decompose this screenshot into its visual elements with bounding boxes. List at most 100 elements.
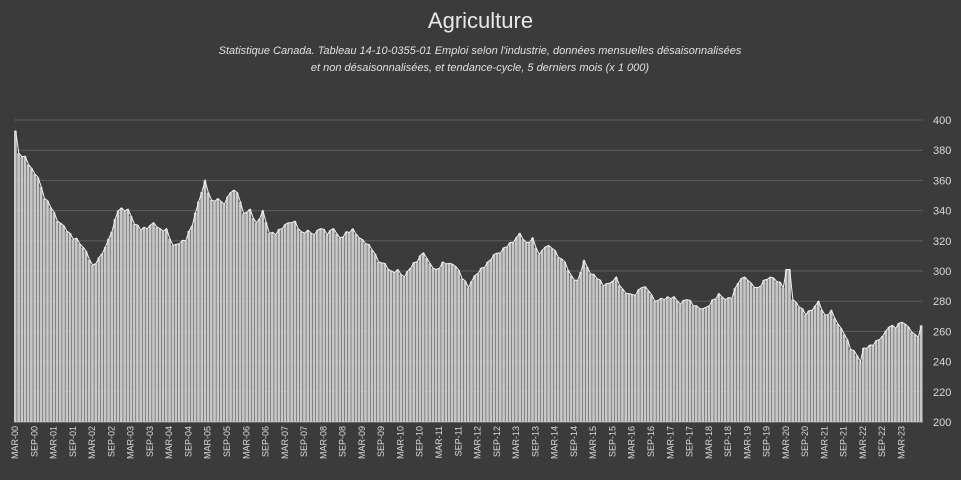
bar <box>563 261 566 422</box>
bar <box>878 339 881 422</box>
bar <box>100 253 104 422</box>
bar <box>617 285 621 422</box>
bar <box>762 280 766 422</box>
series-outline <box>15 130 922 364</box>
bar <box>245 212 248 422</box>
x-tick-label: SEP-17 <box>685 426 695 457</box>
y-tick-label: 400 <box>933 115 951 127</box>
bar <box>364 243 367 422</box>
bar <box>887 326 891 422</box>
bar <box>550 248 554 422</box>
bar <box>267 233 271 422</box>
bar <box>84 251 88 422</box>
y-tick-label: 200 <box>933 417 951 429</box>
bar <box>852 350 856 422</box>
bar <box>341 236 345 422</box>
bar <box>791 299 795 422</box>
x-tick-label: MAR-17 <box>665 426 675 459</box>
bar <box>277 229 281 422</box>
bar <box>534 247 538 422</box>
bar <box>437 268 441 422</box>
bar <box>466 287 470 422</box>
bar <box>669 298 672 422</box>
bar <box>68 233 72 422</box>
bar <box>499 252 502 422</box>
x-tick-label: MAR-21 <box>819 426 829 459</box>
x-tick-label: SEP-02 <box>106 426 116 457</box>
bar <box>225 196 229 422</box>
y-tick-label: 280 <box>933 296 951 308</box>
x-tick-label: MAR-19 <box>742 426 752 459</box>
bar <box>309 233 313 422</box>
bar <box>913 334 917 422</box>
y-tick-label: 360 <box>933 175 951 187</box>
bar <box>579 272 583 422</box>
bar <box>515 237 518 422</box>
bar <box>572 280 576 422</box>
y-tick-label: 320 <box>933 236 951 248</box>
x-tick-label: MAR-23 <box>897 426 907 459</box>
bar <box>476 273 480 422</box>
x-tick-label: SEP-03 <box>145 426 155 457</box>
bar <box>264 222 268 422</box>
bar <box>187 230 191 422</box>
bar <box>380 262 383 422</box>
bar <box>393 272 396 422</box>
bar <box>621 289 624 422</box>
bar <box>396 269 399 422</box>
bar <box>209 200 213 422</box>
bar <box>197 201 200 422</box>
bar <box>418 255 422 422</box>
bar <box>42 198 46 422</box>
x-tick-label: MAR-16 <box>627 426 637 459</box>
bar <box>711 299 714 422</box>
bar <box>328 230 332 422</box>
y-tick-label: 240 <box>933 357 951 369</box>
bar <box>482 267 486 422</box>
bar <box>33 173 36 422</box>
bar <box>810 310 814 422</box>
bar <box>434 269 438 422</box>
bar <box>781 287 785 422</box>
bar <box>26 164 30 422</box>
bar <box>81 247 85 422</box>
bar <box>200 192 204 422</box>
x-tick-label: SEP-10 <box>415 426 425 457</box>
bar <box>842 334 846 422</box>
bar <box>36 177 40 422</box>
bar <box>585 267 589 422</box>
bar <box>556 257 560 422</box>
bar <box>829 310 833 422</box>
bar <box>906 326 910 422</box>
bar <box>193 212 197 422</box>
x-tick-label: MAR-04 <box>164 426 174 459</box>
bar <box>283 224 287 422</box>
bar <box>691 305 695 422</box>
bar <box>765 279 769 422</box>
bar <box>161 231 165 422</box>
bar <box>136 225 139 422</box>
bar <box>360 239 364 422</box>
bar <box>386 269 390 422</box>
bar <box>688 300 692 422</box>
x-tick-label: MAR-11 <box>434 426 444 458</box>
x-tick-label: SEP-06 <box>261 426 271 457</box>
bar <box>405 271 409 422</box>
bar <box>540 250 544 422</box>
bar <box>103 246 107 422</box>
x-tick-label: SEP-12 <box>492 426 502 457</box>
bar <box>344 231 348 422</box>
bar <box>910 332 913 422</box>
bar <box>511 242 515 422</box>
bar <box>739 278 743 422</box>
bar <box>242 213 245 422</box>
x-tick-label: SEP-04 <box>183 426 193 457</box>
bar <box>238 201 242 422</box>
bar <box>730 298 733 422</box>
bar <box>505 246 509 422</box>
bar <box>389 271 393 422</box>
bar <box>415 261 419 422</box>
x-tick-label: MAR-13 <box>511 426 521 459</box>
bar <box>598 279 602 422</box>
